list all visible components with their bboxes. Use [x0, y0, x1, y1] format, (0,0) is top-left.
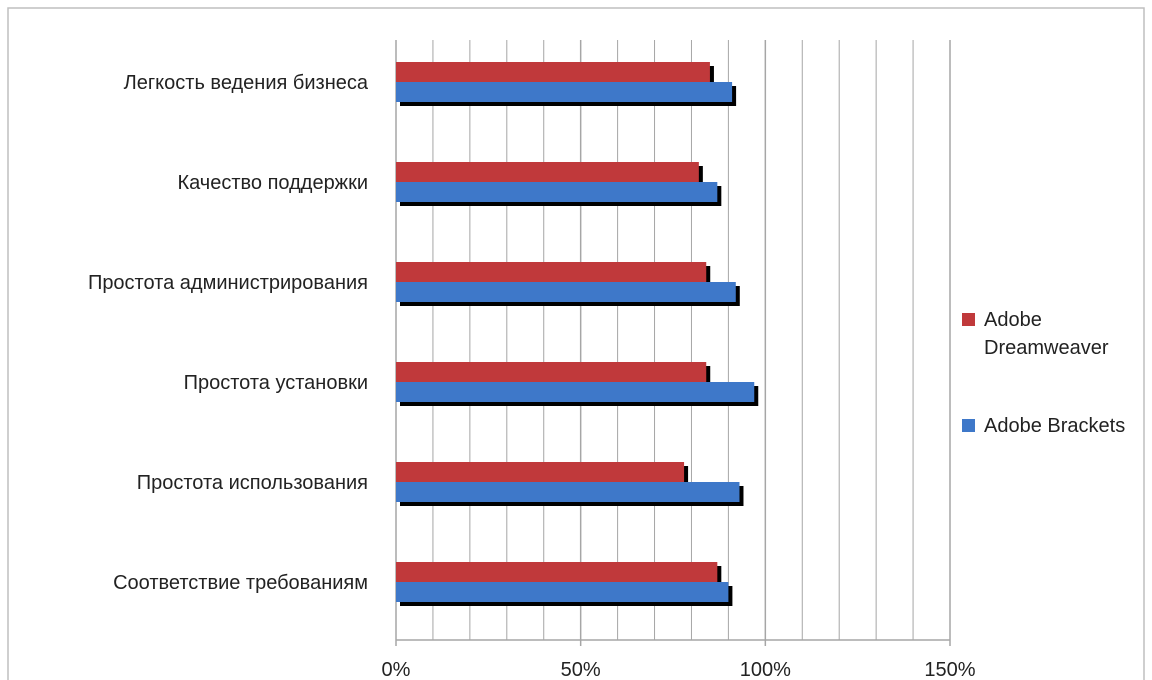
bar-brackets	[396, 482, 740, 502]
bar-brackets	[396, 382, 755, 402]
category-label: Качество поддержки	[177, 172, 368, 194]
category-label: Простота администрирования	[88, 272, 368, 294]
legend-label-brackets: Adobe Brackets	[984, 415, 1125, 437]
chart-border	[7, 7, 1145, 680]
category-label: Простота использования	[137, 472, 368, 494]
bar-dreamweaver	[396, 262, 707, 282]
bar-dreamweaver	[396, 462, 685, 482]
bar-brackets	[396, 82, 733, 102]
bar-dreamweaver	[396, 562, 718, 582]
bar-dreamweaver	[396, 162, 699, 182]
x-tick-label: 150%	[924, 659, 975, 680]
category-labels: Легкость ведения бизнеса Качество поддерж…	[88, 72, 369, 594]
x-tick-label: 50%	[561, 659, 601, 680]
category-label: Простота установки	[184, 372, 368, 394]
bar-brackets	[396, 582, 729, 602]
legend-swatch-brackets	[962, 419, 975, 432]
category-label: Соответствие требованиям	[113, 572, 368, 594]
bar-brackets	[396, 182, 718, 202]
x-tick-labels: 0% 50% 100% 150%	[382, 659, 976, 680]
legend: Adobe Dreamweaver Adobe Brackets	[962, 309, 1125, 437]
legend-label-dreamweaver: Adobe Dreamweaver	[984, 309, 1109, 359]
bar-brackets	[396, 282, 736, 302]
bars	[396, 62, 759, 606]
bar-dreamweaver	[396, 362, 707, 382]
x-tick-label: 0%	[382, 659, 411, 680]
x-tick-label: 100%	[740, 659, 791, 680]
grid-lines	[395, 40, 951, 646]
category-label: Легкость ведения бизнеса	[124, 72, 369, 94]
bar-dreamweaver	[396, 62, 710, 82]
legend-swatch-dreamweaver	[962, 313, 975, 326]
